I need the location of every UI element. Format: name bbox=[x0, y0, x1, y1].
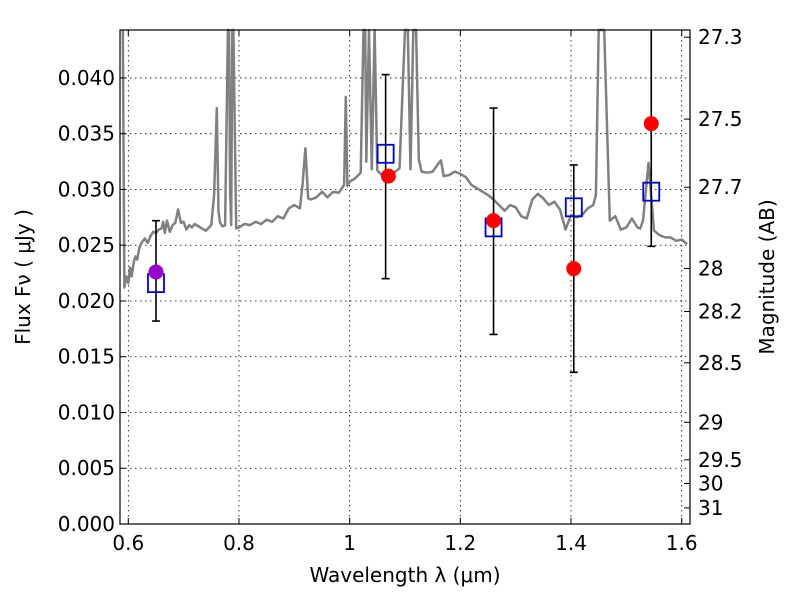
magnitude-tick-label: 31 bbox=[698, 496, 723, 520]
y-tick-label: 0.010 bbox=[58, 400, 115, 424]
plot-background bbox=[120, 30, 690, 524]
model-photometry-square bbox=[376, 143, 395, 164]
y-tick-label: 0.005 bbox=[58, 456, 115, 480]
x-tick-label: 1.6 bbox=[666, 531, 698, 555]
y-axis-ticks: 0.000 0.005 0.010 0.015 0.020 0.025 0.030 0.035… bbox=[58, 66, 126, 536]
x-tick-label: 1.2 bbox=[444, 531, 476, 555]
magnitude-tick-label: 30 bbox=[698, 472, 723, 496]
magnitude-tick-label: 27.3 bbox=[698, 25, 743, 49]
x-axis-ticks: 0.6 0.8 1 1.2 1.4 1.6 bbox=[112, 30, 698, 555]
x-tick-label: 1 bbox=[343, 531, 356, 555]
observed-layer bbox=[148, 116, 659, 280]
magnitude-tick-label: 28.2 bbox=[698, 300, 743, 324]
y-axis-title-right: Magnitude (AB) bbox=[755, 199, 779, 354]
y-tick-label: 0.020 bbox=[58, 289, 115, 313]
observed-point bbox=[566, 261, 582, 277]
magnitude-tick-label: 29.5 bbox=[698, 448, 743, 472]
y-tick-label: 0.015 bbox=[58, 345, 115, 369]
observed-point bbox=[380, 168, 396, 184]
observed-point-overlap bbox=[148, 264, 164, 280]
spectrum-layer bbox=[121, 28, 688, 289]
y-tick-label: 0.040 bbox=[58, 66, 115, 90]
magnitude-tick-label: 28.5 bbox=[698, 351, 743, 375]
magnitude-tick-label: 29 bbox=[698, 410, 723, 434]
model-photometry-square bbox=[642, 181, 661, 202]
model-spectrum-line bbox=[121, 28, 688, 289]
x-tick-label: 1.4 bbox=[555, 531, 587, 555]
y-tick-label: 0.000 bbox=[58, 512, 115, 536]
x-tick-label: 0.8 bbox=[223, 531, 255, 555]
plot-frame bbox=[119, 29, 691, 525]
magnitude-tick-label: 27.7 bbox=[698, 175, 743, 199]
y-axis-title-left: Flux Fν ( μJy ) bbox=[11, 209, 35, 345]
y-tick-label: 0.035 bbox=[58, 122, 115, 146]
magnitude-tick-label: 28 bbox=[698, 257, 723, 281]
magnitude-tick-label: 27.5 bbox=[698, 107, 743, 131]
model-photometry-square bbox=[564, 197, 583, 218]
observed-point bbox=[643, 116, 659, 132]
x-tick-label: 0.6 bbox=[112, 531, 144, 555]
y-tick-label: 0.025 bbox=[58, 233, 115, 257]
observed-point bbox=[486, 213, 502, 229]
x-axis-title: Wavelength λ (μm) bbox=[309, 563, 500, 587]
y-tick-label: 0.030 bbox=[58, 177, 115, 201]
